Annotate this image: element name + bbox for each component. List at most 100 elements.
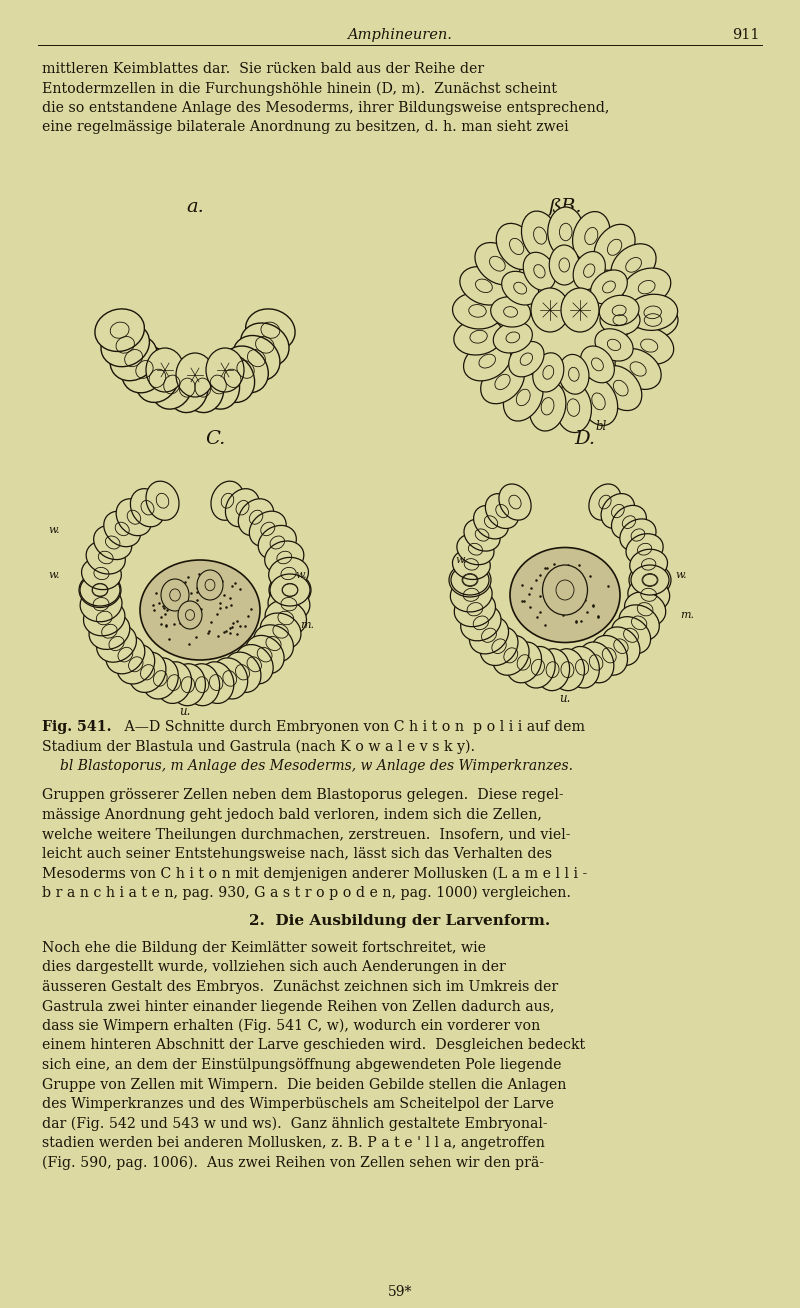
- Ellipse shape: [602, 627, 640, 666]
- Ellipse shape: [233, 335, 280, 381]
- Ellipse shape: [475, 242, 520, 285]
- Ellipse shape: [506, 642, 542, 683]
- Text: Entodermzellen in die Furchungshöhle hinein (D, m).  Zunächst scheint: Entodermzellen in die Furchungshöhle hin…: [42, 81, 557, 95]
- Text: bl: bl: [595, 420, 606, 433]
- Text: w.: w.: [48, 570, 60, 579]
- Text: D.: D.: [574, 430, 595, 449]
- Text: (Fig. 590, pag. 1006).  Aus zwei Reihen von Zellen sehen wir den prä-: (Fig. 590, pag. 1006). Aus zwei Reihen v…: [42, 1155, 544, 1169]
- Ellipse shape: [555, 383, 591, 433]
- Ellipse shape: [146, 348, 184, 392]
- Ellipse shape: [523, 252, 556, 290]
- Ellipse shape: [212, 658, 248, 698]
- Ellipse shape: [254, 625, 294, 662]
- Ellipse shape: [116, 498, 152, 536]
- Ellipse shape: [89, 613, 130, 650]
- Ellipse shape: [166, 362, 208, 412]
- Ellipse shape: [269, 573, 311, 607]
- Ellipse shape: [80, 574, 120, 606]
- Ellipse shape: [238, 498, 274, 536]
- Text: stadien werden bei anderen Mollusken, z. B. P a t e ' l l a, angetroffen: stadien werden bei anderen Mollusken, z.…: [42, 1137, 545, 1150]
- Ellipse shape: [558, 354, 589, 394]
- Ellipse shape: [630, 549, 667, 579]
- Text: 2.  Die Ausbildung der Larvenform.: 2. Die Ausbildung der Larvenform.: [250, 913, 550, 927]
- Ellipse shape: [565, 646, 599, 688]
- Ellipse shape: [142, 658, 178, 698]
- Ellipse shape: [463, 341, 511, 381]
- Ellipse shape: [461, 604, 501, 641]
- Ellipse shape: [499, 484, 531, 521]
- Ellipse shape: [531, 288, 569, 332]
- Ellipse shape: [457, 534, 494, 565]
- Ellipse shape: [550, 245, 579, 285]
- Text: leicht auch seiner Entstehungsweise nach, lässt sich das Verhalten des: leicht auch seiner Entstehungsweise nach…: [42, 848, 552, 861]
- Ellipse shape: [502, 271, 538, 305]
- Ellipse shape: [110, 335, 157, 381]
- Ellipse shape: [629, 562, 671, 596]
- Ellipse shape: [197, 360, 239, 409]
- Ellipse shape: [464, 519, 500, 551]
- Text: w.: w.: [295, 570, 306, 579]
- Ellipse shape: [601, 493, 634, 528]
- Ellipse shape: [611, 616, 650, 654]
- Ellipse shape: [222, 347, 268, 392]
- Ellipse shape: [170, 663, 206, 706]
- Text: welche weitere Theilungen durchmachen, zerstreuen.  Insofern, und viel-: welche weitere Theilungen durchmachen, z…: [42, 828, 570, 841]
- Ellipse shape: [595, 328, 633, 361]
- Ellipse shape: [135, 354, 179, 403]
- Ellipse shape: [581, 347, 614, 383]
- Ellipse shape: [615, 348, 661, 390]
- Ellipse shape: [206, 348, 244, 392]
- Text: w.: w.: [675, 570, 686, 579]
- Text: mässige Anordnung geht jedoch bald verloren, indem sich die Zellen,: mässige Anordnung geht jedoch bald verlo…: [42, 808, 542, 821]
- Ellipse shape: [82, 557, 122, 590]
- Ellipse shape: [490, 297, 530, 327]
- Ellipse shape: [590, 269, 627, 303]
- Text: w.: w.: [455, 555, 466, 565]
- Ellipse shape: [83, 600, 125, 636]
- Text: Gruppe von Zellen mit Wimpern.  Die beiden Gebilde stellen die Anlagen: Gruppe von Zellen mit Wimpern. Die beide…: [42, 1078, 566, 1091]
- Ellipse shape: [599, 296, 639, 326]
- Ellipse shape: [156, 662, 191, 704]
- Ellipse shape: [510, 548, 620, 642]
- Ellipse shape: [611, 243, 656, 286]
- Ellipse shape: [94, 526, 132, 560]
- Ellipse shape: [474, 505, 509, 539]
- Text: a.: a.: [186, 198, 204, 216]
- Ellipse shape: [265, 542, 304, 574]
- Ellipse shape: [481, 360, 524, 404]
- Ellipse shape: [453, 549, 490, 579]
- Ellipse shape: [117, 645, 154, 684]
- Ellipse shape: [265, 600, 306, 636]
- Ellipse shape: [628, 578, 670, 612]
- Ellipse shape: [578, 642, 614, 683]
- Text: Fig. 541.: Fig. 541.: [42, 719, 111, 734]
- Ellipse shape: [454, 318, 503, 354]
- Ellipse shape: [79, 573, 121, 607]
- Ellipse shape: [106, 636, 145, 674]
- Ellipse shape: [493, 636, 529, 675]
- Text: bl Blastoporus, m Anlage des Mesoderms, w Anlage des Wimperkranzes.: bl Blastoporus, m Anlage des Mesoderms, …: [60, 759, 573, 773]
- Ellipse shape: [470, 616, 509, 654]
- Ellipse shape: [210, 354, 254, 403]
- Text: C.: C.: [205, 430, 225, 449]
- Ellipse shape: [241, 323, 289, 366]
- Ellipse shape: [496, 224, 537, 269]
- Ellipse shape: [548, 207, 584, 256]
- Ellipse shape: [626, 534, 663, 565]
- Text: dass sie Wimpern erhalten (Fig. 541 C, w), wodurch ein vorderer von: dass sie Wimpern erhalten (Fig. 541 C, w…: [42, 1019, 540, 1033]
- Text: Gruppen grösserer Zellen neben dem Blastoporus gelegen.  Diese regel-: Gruppen grösserer Zellen neben dem Blast…: [42, 789, 564, 803]
- Ellipse shape: [130, 489, 165, 527]
- Ellipse shape: [620, 519, 656, 551]
- Text: dies dargestellt wurde, vollziehen sich auch Aenderungen in der: dies dargestellt wurde, vollziehen sich …: [42, 960, 506, 974]
- Text: einem hinteren Abschnitt der Larve geschieden wird.  Desgleichen bedeckt: einem hinteren Abschnitt der Larve gesch…: [42, 1039, 585, 1053]
- Ellipse shape: [104, 511, 141, 547]
- Ellipse shape: [270, 574, 310, 606]
- Text: dar (Fig. 542 und 543 w und ws).  Ganz ähnlich gestaltete Embryonal-: dar (Fig. 542 und 543 w und ws). Ganz äh…: [42, 1117, 548, 1131]
- Ellipse shape: [260, 613, 301, 650]
- Ellipse shape: [631, 565, 669, 595]
- Ellipse shape: [550, 649, 585, 691]
- Text: ßB.: ßB.: [548, 198, 582, 216]
- Ellipse shape: [480, 627, 518, 666]
- Ellipse shape: [146, 481, 179, 521]
- Text: mittleren Keimblattes dar.  Sie rücken bald aus der Reihe der: mittleren Keimblattes dar. Sie rücken ba…: [42, 61, 484, 76]
